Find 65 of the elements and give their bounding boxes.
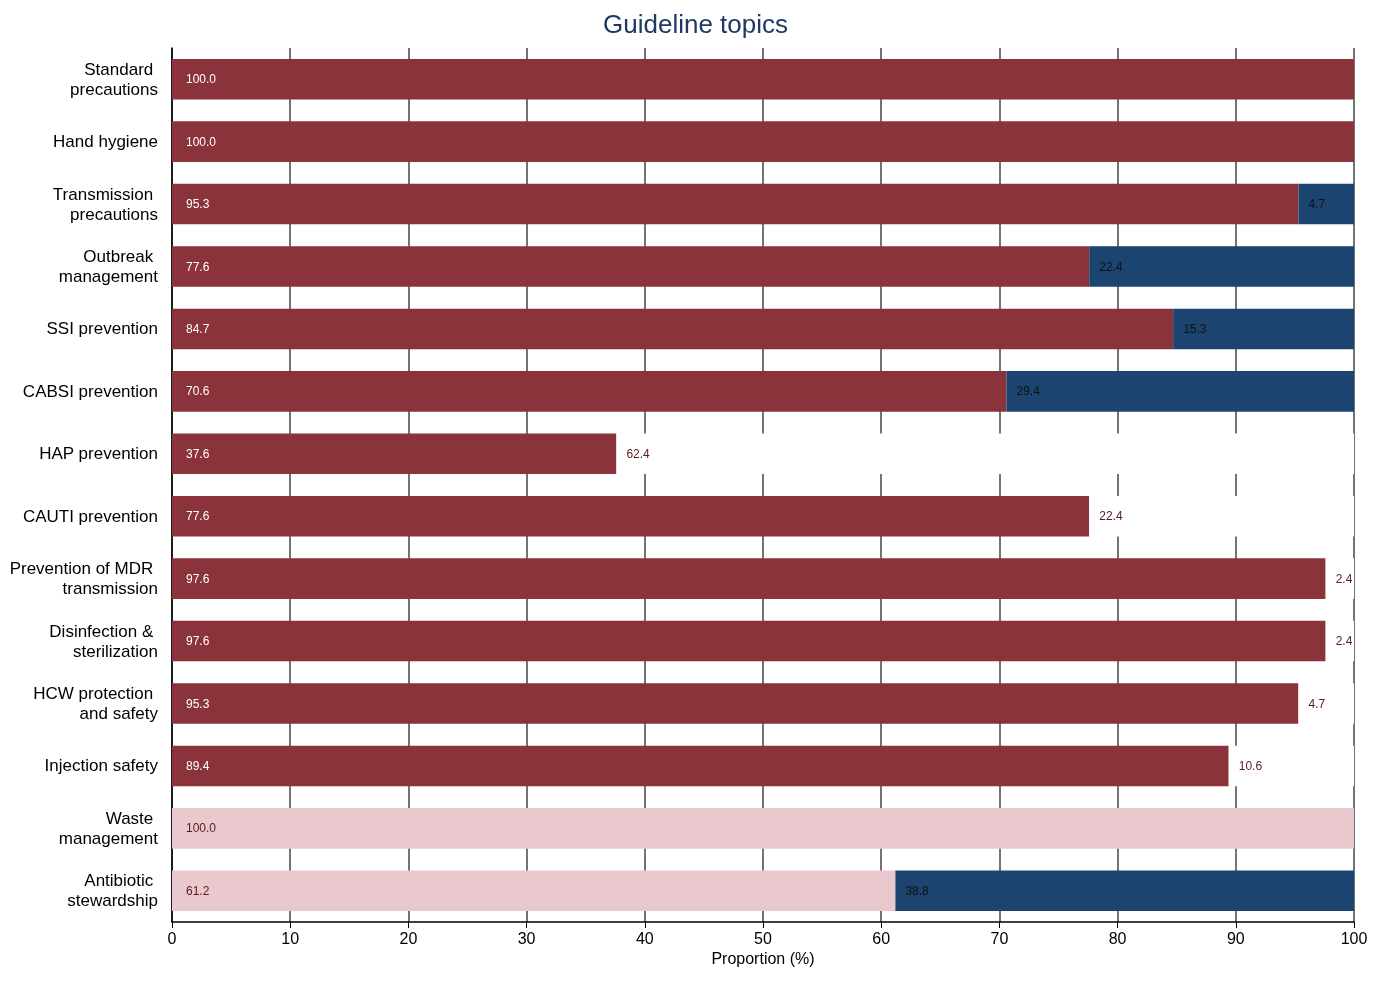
x-tick-label: 80 bbox=[1108, 929, 1127, 947]
x-tick-label: 0 bbox=[167, 929, 177, 947]
y-tick-label: CABSI prevention bbox=[22, 381, 158, 401]
bar bbox=[172, 58, 1354, 100]
data-label: 84.7 bbox=[186, 321, 210, 336]
data-label: 89.4 bbox=[186, 758, 210, 773]
data-label: 22.4 bbox=[1099, 509, 1123, 524]
y-tick-label: CAUTI prevention bbox=[22, 506, 158, 526]
data-label: 22.4 bbox=[1099, 259, 1123, 274]
x-tick-label: 20 bbox=[399, 929, 418, 947]
data-label: 4.7 bbox=[1308, 197, 1326, 212]
data-label: 15.3 bbox=[1183, 321, 1207, 336]
data-label: 70.6 bbox=[186, 384, 210, 399]
y-tick-label: Prevention of MDR transmission bbox=[9, 559, 158, 599]
y-tick-label: Waste management bbox=[58, 808, 159, 848]
x-axis-title: Proportion (%) bbox=[711, 950, 815, 968]
x-tick-label: 90 bbox=[1226, 929, 1245, 947]
data-label: 2.4 bbox=[1335, 634, 1353, 649]
y-tick-label: Transmission precautions bbox=[52, 184, 158, 224]
data-label: 2.4 bbox=[1335, 571, 1353, 586]
y-tick-label: Hand hygiene bbox=[53, 132, 158, 152]
data-label: 4.7 bbox=[1308, 696, 1326, 711]
bar bbox=[172, 808, 1354, 849]
x-tick-label: 100 bbox=[1340, 929, 1368, 947]
x-tick-label: 60 bbox=[872, 929, 891, 947]
chart-title: Guideline topics bbox=[603, 9, 788, 39]
x-tick-label: 10 bbox=[281, 929, 300, 947]
data-label: 10.6 bbox=[1238, 758, 1263, 773]
x-tick-label: 40 bbox=[635, 929, 654, 947]
y-tick-label: HAP prevention bbox=[39, 444, 158, 464]
data-label: 97.6 bbox=[186, 571, 210, 586]
data-label: 77.6 bbox=[186, 509, 210, 524]
y-tick-label: SSI prevention bbox=[46, 319, 158, 339]
data-label: 37.6 bbox=[186, 446, 210, 461]
y-tick-label: HCW protection and safety bbox=[33, 684, 159, 723]
y-tick-label: Disinfection & sterilization bbox=[49, 621, 158, 661]
data-label: 38.8 bbox=[905, 883, 930, 898]
y-tick-label: Standard precautions bbox=[70, 59, 158, 99]
bar bbox=[172, 371, 1007, 412]
data-label: 100.0 bbox=[186, 821, 217, 836]
data-label: 29.4 bbox=[1016, 384, 1041, 399]
data-label: 95.3 bbox=[186, 197, 210, 212]
bar bbox=[172, 308, 1174, 350]
data-label: 100.0 bbox=[186, 134, 217, 149]
bar bbox=[1298, 183, 1354, 225]
y-tick-label: Antibiotic stewardship bbox=[67, 871, 158, 911]
bar bbox=[895, 870, 1354, 912]
bar bbox=[1006, 371, 1354, 412]
bar bbox=[1173, 308, 1354, 350]
data-label: 97.6 bbox=[186, 634, 210, 649]
y-tick-label: Outbreak management bbox=[58, 247, 159, 286]
y-tick-label: Injection safety bbox=[44, 756, 159, 776]
data-label: 62.4 bbox=[626, 446, 651, 461]
bar bbox=[1089, 246, 1354, 287]
data-label: 100.0 bbox=[186, 72, 217, 87]
bar bbox=[172, 183, 1299, 225]
data-label: 95.3 bbox=[186, 696, 210, 711]
bar bbox=[172, 246, 1090, 287]
bar bbox=[172, 121, 1354, 162]
data-label: 77.6 bbox=[186, 259, 210, 274]
x-tick-label: 50 bbox=[754, 929, 772, 947]
data-label: 61.2 bbox=[186, 883, 210, 898]
bar bbox=[172, 870, 896, 912]
x-tick-label: 30 bbox=[517, 929, 536, 947]
x-tick-label: 70 bbox=[990, 929, 1009, 947]
